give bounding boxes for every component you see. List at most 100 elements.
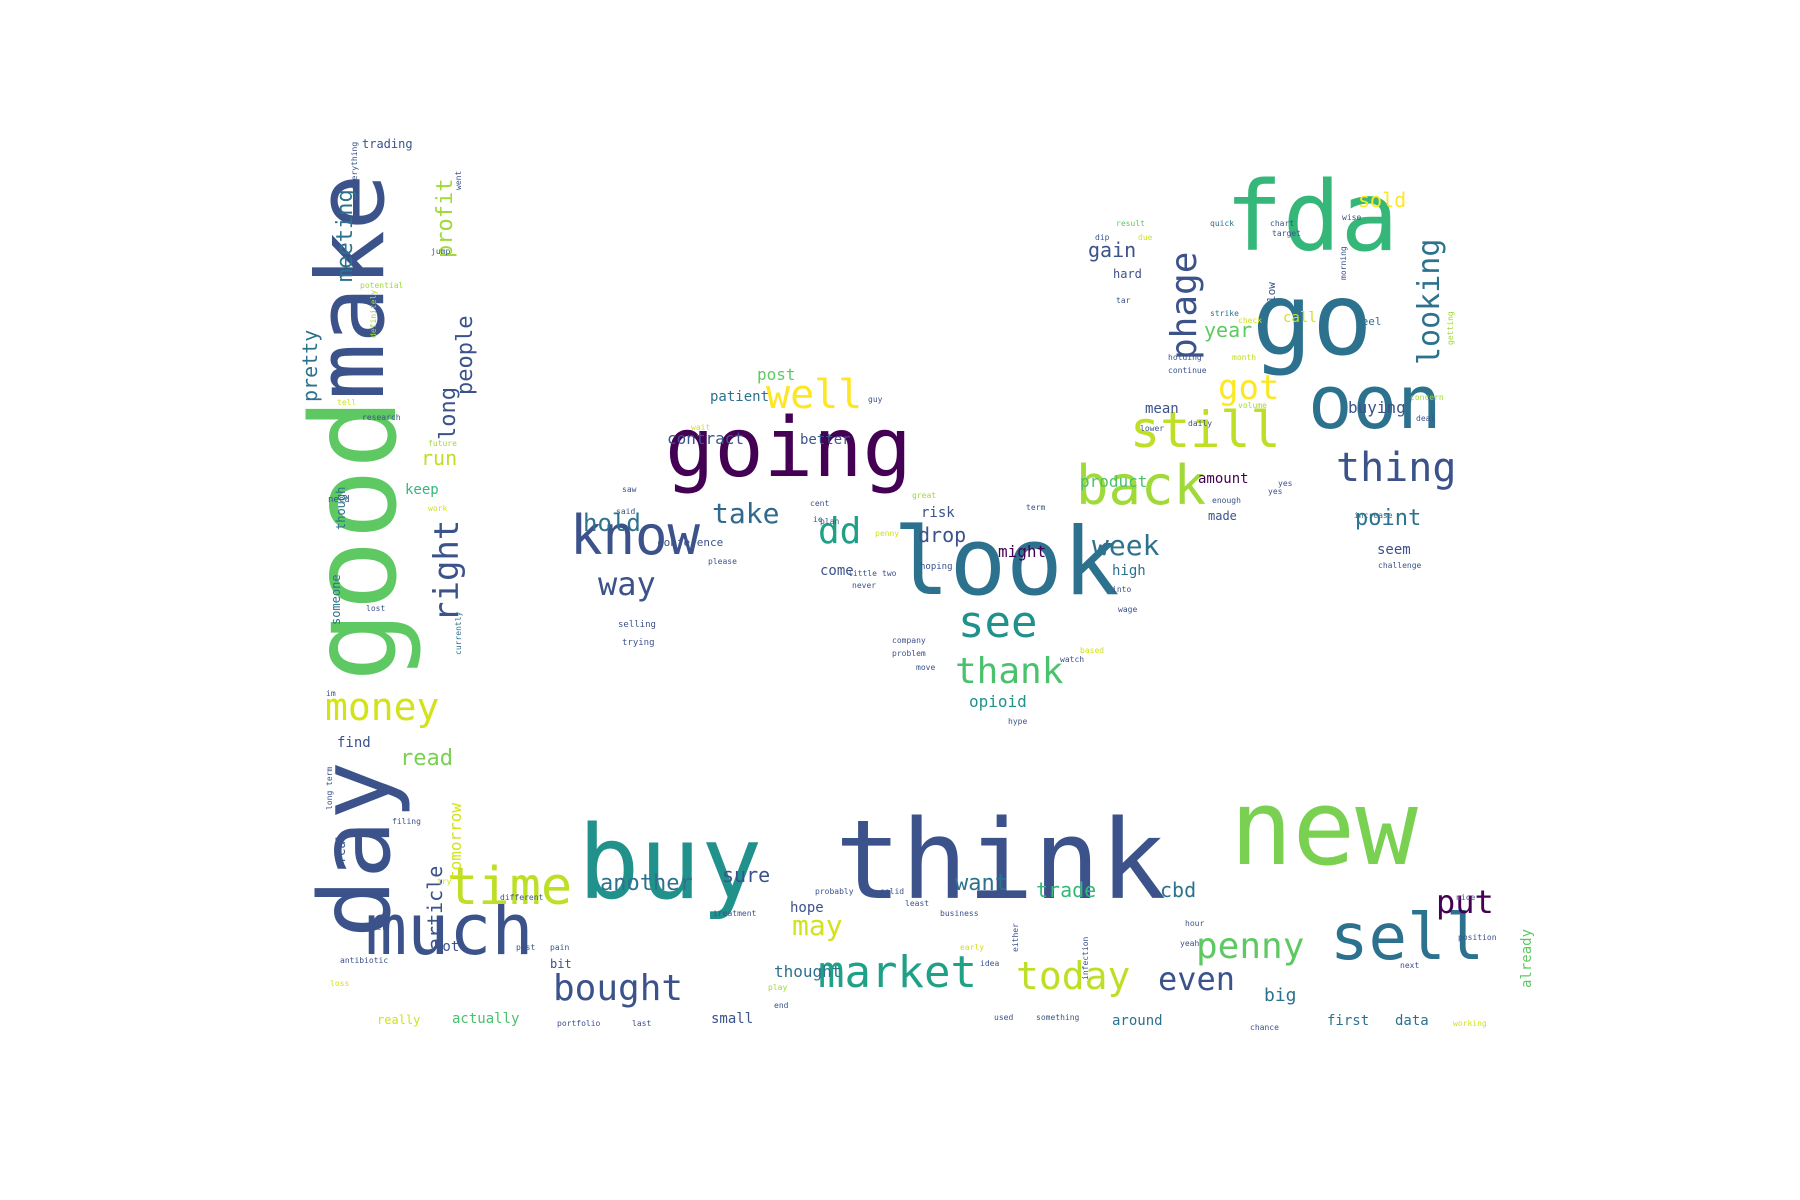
word-concern: concern [1410, 393, 1444, 402]
word-low: low [1265, 282, 1278, 302]
word-oon: oon [1308, 360, 1442, 446]
word-result: result [1116, 219, 1145, 228]
word-into: into [1112, 585, 1132, 594]
word-year: year [1204, 318, 1253, 342]
word-look: look [893, 508, 1120, 617]
word-antibiotic: antibiotic [340, 956, 389, 965]
word-never: never [852, 581, 877, 590]
word-dd: dd [818, 511, 862, 552]
word-gain: gain [1088, 238, 1137, 262]
word-week: week [1092, 529, 1160, 562]
word-people: people [453, 315, 478, 395]
word-opioid: opioid [969, 692, 1027, 711]
word-feel: feel [1355, 315, 1382, 328]
word-today: today [1016, 954, 1131, 998]
word-hour: hour [1185, 919, 1205, 928]
word-sold: sold [1358, 188, 1407, 212]
word-tar: tar [1116, 296, 1131, 305]
word-try: try [437, 877, 452, 886]
word-potential: potential [360, 281, 404, 290]
word-saw: saw [622, 485, 637, 494]
word-another: another [600, 871, 693, 896]
word-chart: chart [1270, 219, 1295, 228]
word-infection: infection [1081, 936, 1090, 980]
word-back: back [1076, 454, 1207, 517]
word-deal: deal [1416, 414, 1436, 423]
word-pretty: pretty [298, 329, 322, 402]
word-trying: trying [622, 638, 655, 648]
word-data: data [1395, 1013, 1429, 1029]
word-problem: problem [892, 649, 926, 658]
word-please: please [708, 557, 737, 566]
word-read: read [400, 746, 453, 771]
word-nice: nice [1456, 893, 1476, 902]
word-company: company [892, 636, 926, 645]
word-call: call [1283, 310, 1317, 326]
word-amount: amount [1198, 471, 1249, 487]
word-either: either [1011, 923, 1020, 952]
word-come: come [820, 563, 854, 579]
word-better: better [800, 432, 851, 448]
word-treatment: treatment [713, 909, 757, 918]
word-different: different [500, 893, 544, 902]
word-got: got [1218, 368, 1280, 408]
word-thank: thank [955, 651, 1064, 692]
word-good: good [285, 397, 423, 682]
word-need: need [328, 495, 350, 505]
word-though: though [334, 486, 348, 530]
word-definitely: definitely [369, 289, 378, 338]
word-money: money [325, 685, 440, 729]
word-even: even [1158, 960, 1236, 998]
word-hoping: hoping [920, 562, 953, 572]
word-sure: sure [722, 863, 771, 887]
word-fda: fda [1225, 161, 1399, 273]
word-keep: keep [405, 482, 439, 498]
word-portfolio: portfolio [557, 1019, 601, 1028]
word-made: made [1208, 509, 1237, 523]
word-penny: penny [1196, 926, 1305, 967]
word-play: play [768, 983, 788, 992]
word-risk: risk [921, 505, 955, 521]
word-hard: hard [1113, 267, 1142, 281]
word-two: two [882, 569, 897, 578]
word-seem: seem [1377, 542, 1411, 558]
word-business: business [940, 909, 979, 918]
word-sweet: sweet [362, 923, 387, 932]
word-move: move [916, 663, 936, 672]
word-long-term: long term [325, 766, 334, 810]
word-market: market [818, 947, 977, 998]
word-time: time [447, 857, 573, 917]
word-around: around [1112, 1013, 1163, 1029]
word-tomorrow: tomorrow [446, 802, 465, 880]
word-working: working [1453, 1019, 1487, 1028]
word-wise: wise [1342, 213, 1362, 222]
word-hold: hold [583, 509, 641, 537]
word-strike: strike [1210, 309, 1239, 318]
word-want: want [955, 871, 1008, 896]
word-sell: sell [1330, 901, 1485, 975]
word-run: run [421, 446, 458, 470]
word-pain: pain [550, 943, 570, 952]
word-thought: thought [774, 962, 842, 981]
word-jump: jump [431, 247, 451, 256]
word-ie: ie [813, 515, 823, 524]
word-lost: lost [366, 604, 386, 613]
word-guy: guy [868, 395, 883, 404]
word-much: much [365, 889, 534, 971]
word-first: first [1327, 1013, 1370, 1029]
word-something: something [1036, 1013, 1080, 1022]
word-tell: tell [337, 398, 357, 407]
word-go: go [1252, 261, 1373, 378]
word-used: used [994, 1013, 1014, 1022]
word-looking: looking [1412, 238, 1447, 365]
word-term: term [1026, 503, 1046, 512]
word-morning: morning [1339, 246, 1348, 280]
word-work: work [428, 504, 448, 513]
word-challenge: challenge [1378, 561, 1422, 570]
word-chance: chance [1250, 1023, 1279, 1032]
word-well: well [766, 372, 863, 418]
word-currently: currently [454, 611, 463, 655]
word-know: know [570, 504, 701, 567]
word-cent: cent [810, 499, 830, 508]
word-penny2: penny [875, 529, 900, 538]
